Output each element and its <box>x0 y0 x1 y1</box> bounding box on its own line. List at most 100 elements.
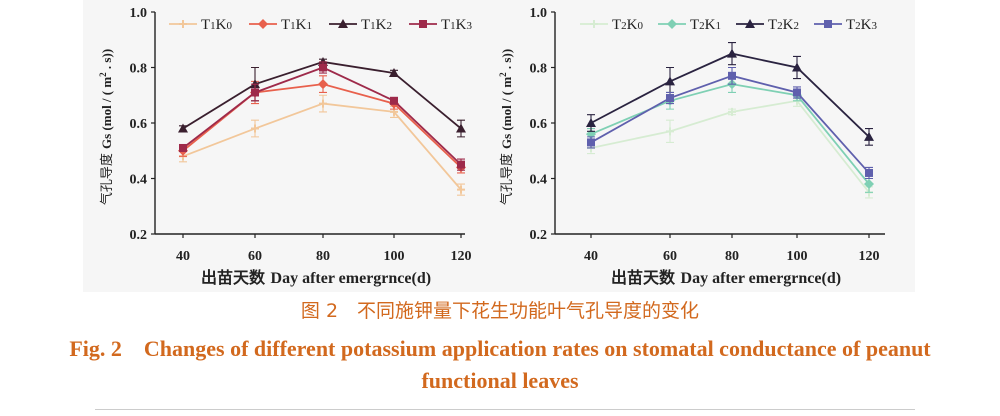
legend-label-text: K <box>627 17 638 33</box>
data-point-marker <box>179 143 187 152</box>
legend-label: T1K1 <box>281 17 312 33</box>
x-tick-label: 80 <box>316 249 330 264</box>
series-T2K1 <box>586 75 874 193</box>
page-divider <box>95 409 915 410</box>
legend-label-subscript: 1 <box>450 20 456 32</box>
data-point-marker <box>258 19 268 29</box>
x-axis-label-en: Day after emergrnce(d) <box>681 270 842 287</box>
legend-label-text: T <box>201 17 210 33</box>
y-axis-label-end: . s)) <box>499 49 514 72</box>
data-point-marker <box>389 68 399 78</box>
series-T1K1 <box>178 75 466 174</box>
x-axis-label: 出苗天数 Day after emergrnce(d) <box>201 268 431 287</box>
legend-label-subscript: 2 <box>777 20 783 32</box>
series-line <box>590 74 870 174</box>
legend-entry-T2K0: T2K0 <box>580 17 644 33</box>
legend-label: T1K3 <box>441 17 473 33</box>
legend-entry-T2K2: T2K2 <box>736 17 799 33</box>
y-axis-label-sup: 2 <box>98 72 108 77</box>
data-point-marker <box>457 185 465 194</box>
y-tick-label: 0.8 <box>130 62 148 77</box>
legend-label-text: T <box>441 17 450 33</box>
y-tick-label: 0.6 <box>530 117 548 132</box>
y-axis-label-sup: 2 <box>499 72 508 77</box>
legend-label-subscript: 0 <box>638 20 644 32</box>
legend-label-subscript: 1 <box>370 20 376 32</box>
x-tick-label: 120 <box>451 249 472 264</box>
data-point-marker <box>590 20 598 28</box>
x-tick-label: 100 <box>384 249 405 264</box>
y-axis-label-end: . s)) <box>99 49 114 72</box>
data-point-marker <box>793 88 801 97</box>
y-axis-label-cn: 气孔导度 <box>99 149 115 205</box>
y-tick-label: 1.0 <box>130 6 148 21</box>
legend-label-text: K <box>456 17 467 33</box>
data-point-marker <box>419 20 427 28</box>
data-point-marker <box>865 168 873 177</box>
series-T1K3 <box>179 61 465 171</box>
data-point-marker <box>666 127 674 136</box>
x-tick-label: 60 <box>663 249 677 264</box>
x-tick-label: 60 <box>248 249 262 264</box>
legend-entry-T2K1: T2K1 <box>658 17 721 33</box>
y-axis-label-cn: 气孔导度 <box>499 149 515 205</box>
legend-label: T1K2 <box>361 17 392 33</box>
series-T2K2 <box>586 41 874 146</box>
legend-label-subscript: 1 <box>290 20 296 32</box>
y-tick-label: 0.8 <box>530 62 548 77</box>
data-point-marker <box>457 160 465 169</box>
legend-entry-T1K3: T1K3 <box>409 17 473 33</box>
legend-label-subscript: 1 <box>716 20 722 32</box>
legend-label: T2K2 <box>768 17 799 33</box>
legend-label-text: K <box>705 17 716 33</box>
legend-label-subscript: 2 <box>794 20 800 32</box>
legend-label-subscript: 1 <box>210 20 216 32</box>
data-point-marker <box>864 179 874 190</box>
legend-label-text: K <box>216 17 227 33</box>
y-tick-label: 1.0 <box>530 6 548 21</box>
legend-label: T2K1 <box>690 17 721 33</box>
x-tick-label: 40 <box>584 249 598 264</box>
y-tick-label: 0.2 <box>130 228 148 243</box>
series-T1K0 <box>179 94 465 196</box>
y-axis-label-en: Gs (mol / ( m <box>99 77 114 149</box>
figure-caption-cn: 图 2 不同施钾量下花生功能叶气孔导度的变化 <box>300 300 700 322</box>
legend-label-text: K <box>783 17 794 33</box>
y-tick-label: 0.2 <box>530 228 548 243</box>
data-point-marker <box>319 63 327 72</box>
legend-label-text: T <box>612 17 621 33</box>
data-point-marker <box>587 138 595 147</box>
x-axis-label-en: Day after emergrnce(d) <box>271 270 432 287</box>
data-point-marker <box>178 123 188 133</box>
series-T2K3 <box>587 66 873 180</box>
x-tick-label: 40 <box>176 249 190 264</box>
figure-background <box>83 0 915 292</box>
x-axis-label: 出苗天数 Day after emergrnce(d) <box>611 268 841 287</box>
data-point-marker <box>665 76 675 86</box>
data-point-marker <box>251 88 259 97</box>
legend-label-text: T <box>768 17 777 33</box>
legend-label-text: T <box>281 17 290 33</box>
data-point-marker <box>318 79 328 90</box>
legend-label-subscript: 3 <box>872 20 878 32</box>
x-axis-label-cn: 出苗天数 <box>611 268 681 287</box>
series-T2K0 <box>587 94 873 199</box>
legend-label-text: K <box>296 17 307 33</box>
x-tick-label: 100 <box>787 249 808 264</box>
data-point-marker <box>456 123 466 133</box>
data-point-marker <box>390 96 398 105</box>
y-tick-label: 0.6 <box>130 117 148 132</box>
data-point-marker <box>251 124 259 133</box>
legend-label-subscript: 3 <box>467 20 473 32</box>
legend-label-text: K <box>861 17 872 33</box>
legend-label-subscript: 2 <box>699 20 705 32</box>
legend-entry-T1K0: T1K0 <box>169 17 233 33</box>
y-axis-label-en: Gs (mol / ( m <box>499 77 514 149</box>
legend-label-text: T <box>846 17 855 33</box>
series-line <box>590 83 870 185</box>
x-axis-label-cn: 出苗天数 <box>201 268 271 287</box>
y-tick-label: 0.4 <box>130 173 148 188</box>
data-point-marker <box>666 94 674 103</box>
data-point-marker <box>586 118 596 127</box>
